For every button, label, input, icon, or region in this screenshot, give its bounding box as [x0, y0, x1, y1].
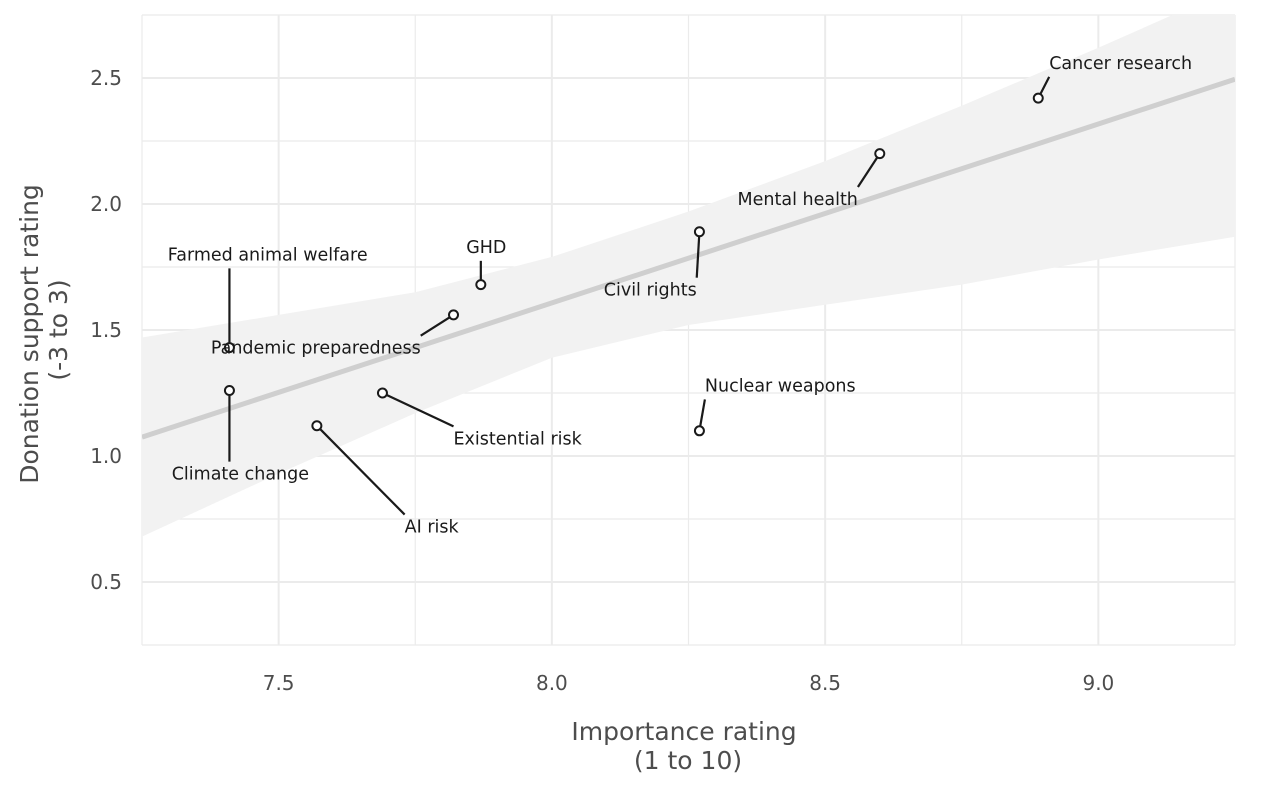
point-ai-risk [311, 420, 323, 432]
point-label-climate-change: Climate change [172, 465, 309, 485]
trend-line [142, 76, 1235, 440]
point-label-existential-risk: Existential risk [454, 429, 583, 449]
leader-civil-rights [695, 236, 701, 278]
x-tick-label: 9.0 [1082, 671, 1114, 695]
point-label-civil-rights: Civil rights [604, 281, 697, 301]
point-existential-risk [376, 387, 388, 399]
confidence-band [142, 15, 1235, 537]
leader-pandemic-preparedness [420, 316, 450, 337]
y-tick-label: 2.0 [90, 192, 122, 216]
x-axis-title-line1: Importance rating [571, 717, 796, 746]
point-label-ghd: GHD [466, 238, 506, 258]
x-tick-label: 8.5 [809, 671, 841, 695]
y-axis-title-line2: (-3 to 3) [44, 279, 73, 380]
x-tick-label: 7.5 [263, 671, 295, 695]
leader-existential-risk [386, 394, 454, 428]
y-tick-label: 1.0 [90, 444, 122, 468]
y-axis-ticks: 0.5 1.0 1.5 2.0 2.5 [90, 66, 122, 594]
point-nuclear-weapons [693, 425, 705, 437]
leader-cancer-research [1039, 76, 1051, 95]
y-tick-label: 1.5 [90, 318, 122, 342]
point-ghd [475, 279, 487, 291]
point-label-pandemic-preparedness: Pandemic preparedness [211, 339, 421, 359]
point-label-mental-health: Mental health [738, 190, 858, 210]
point-farmed-animal-welfare [223, 342, 235, 354]
point-mental-health [874, 148, 886, 160]
point-label-nuclear-weapons: Nuclear weapons [705, 376, 856, 396]
point-cancer-research [1032, 92, 1044, 104]
point-label-farmed-animal-welfare: Farmed animal welfare [168, 245, 368, 265]
leader-nuclear-weapons [699, 399, 706, 427]
y-axis-title: Donation support rating (-3 to 3) [15, 176, 73, 484]
point-label-cancer-research: Cancer research [1049, 54, 1192, 74]
point-pandemic-preparedness [448, 309, 460, 321]
y-tick-label: 0.5 [90, 570, 122, 594]
y-axis-title-line1: Donation support rating [15, 184, 44, 484]
point-label-ai-risk: AI risk [405, 518, 460, 538]
leader-mental-health [856, 157, 878, 188]
x-axis-title: Importance rating (1 to 10) [571, 717, 804, 775]
point-labels: Cancer research Mental health Civil rights… [168, 54, 1192, 538]
y-tick-label: 2.5 [90, 66, 122, 90]
x-tick-label: 8.0 [536, 671, 568, 695]
x-axis-ticks: 7.5 8.0 8.5 9.0 [263, 671, 1115, 695]
point-climate-change [223, 384, 235, 396]
data-points [223, 92, 1044, 437]
x-axis-title-line2: (1 to 10) [634, 746, 742, 775]
label-leaders [228, 76, 1051, 516]
point-civil-rights [693, 226, 705, 238]
leader-ai-risk [319, 428, 406, 516]
